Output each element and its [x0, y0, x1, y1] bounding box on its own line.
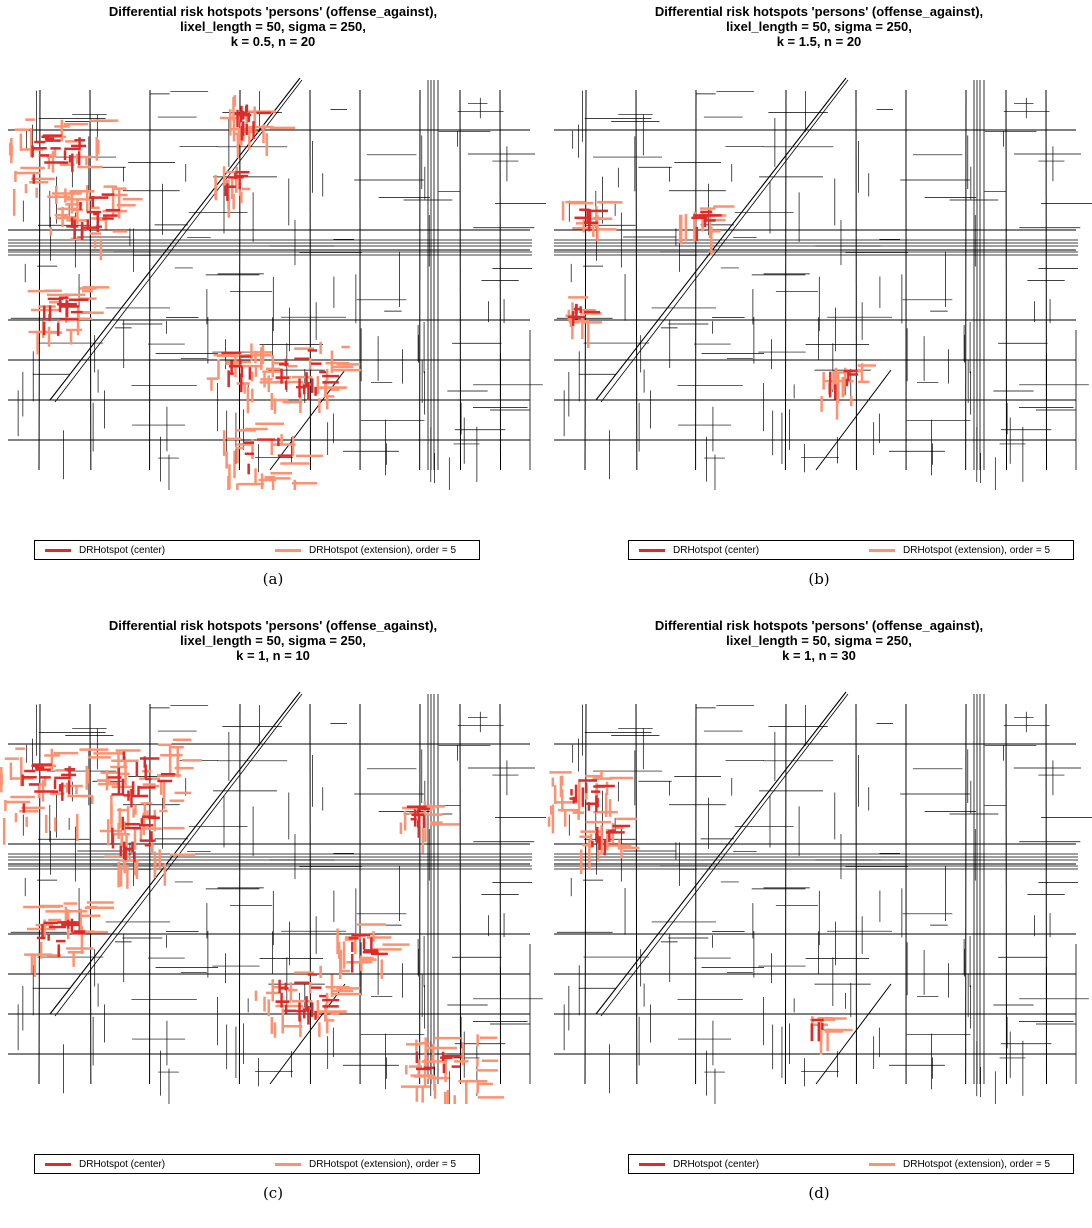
road-segment — [38, 703, 41, 1085]
legend: DRHotspot (center) DRHotspot (extension)… — [628, 1154, 1074, 1174]
road-segment — [499, 703, 502, 1085]
legend-extension: DRHotspot (extension), order = 5 — [869, 1155, 1050, 1173]
title-line-1: Differential risk hotspots 'persons' (of… — [654, 4, 984, 19]
legend-extension: DRHotspot (extension), order = 5 — [869, 541, 1050, 559]
diagonal-road — [49, 691, 301, 1015]
road-segment — [584, 703, 587, 1085]
road-segment — [635, 703, 638, 1085]
road-segment — [38, 89, 41, 471]
panel-a: Differential risk hotspots 'persons' (of… — [0, 0, 546, 614]
panel-title: Differential risk hotspots 'persons' (of… — [0, 4, 546, 49]
road-segment — [459, 703, 462, 1085]
legend: DRHotspot (center) DRHotspot (extension)… — [34, 1154, 480, 1174]
panel-b: Differential risk hotspots 'persons' (of… — [546, 0, 1092, 614]
panel-title: Differential risk hotspots 'persons' (of… — [546, 618, 1092, 663]
road-network-map[interactable] — [546, 684, 1092, 1104]
diagonal-road — [815, 983, 892, 1085]
road-segment — [635, 89, 638, 471]
diagonal-road — [54, 79, 303, 403]
title-line-2: lixel_length = 50, sigma = 250, — [726, 633, 912, 648]
legend-extension-swatch — [275, 1162, 301, 1166]
legend-center-label: DRHotspot (center) — [79, 544, 166, 556]
legend-center: DRHotspot (center) — [639, 1155, 759, 1173]
diagonal-road — [595, 77, 847, 401]
road-network-map[interactable] — [546, 70, 1092, 490]
diagonal-road — [600, 693, 849, 1017]
title-line-3: k = 0.5, n = 20 — [230, 34, 316, 49]
road-segment — [1045, 89, 1048, 471]
legend-center-swatch — [639, 548, 665, 552]
road-network-map[interactable] — [0, 70, 546, 490]
legend-center: DRHotspot (center) — [45, 541, 165, 559]
legend-center-swatch — [639, 1162, 665, 1166]
road-segment — [584, 89, 587, 471]
legend-extension: DRHotspot (extension), order = 5 — [275, 1155, 456, 1173]
title-line-2: lixel_length = 50, sigma = 250, — [180, 19, 366, 34]
road-segment — [459, 89, 462, 471]
road-segment — [784, 703, 787, 1085]
legend: DRHotspot (center) DRHotspot (extension)… — [628, 540, 1074, 560]
diagonal-road — [600, 79, 849, 403]
legend: DRHotspot (center) DRHotspot (extension)… — [34, 540, 480, 560]
title-line-2: lixel_length = 50, sigma = 250, — [180, 633, 366, 648]
panel-caption: (c) — [262, 1184, 284, 1202]
legend-center-label: DRHotspot (center) — [673, 544, 760, 556]
legend-extension-swatch — [869, 548, 895, 552]
legend-extension-swatch — [869, 1162, 895, 1166]
legend-extension-label: DRHotspot (extension), order = 5 — [309, 1158, 457, 1170]
road-segment — [238, 703, 241, 1085]
road-segment — [1045, 703, 1048, 1085]
panel-caption: (d) — [808, 1184, 830, 1202]
road-segment — [89, 89, 92, 471]
legend-extension-label: DRHotspot (extension), order = 5 — [903, 544, 1051, 556]
title-line-3: k = 1, n = 10 — [236, 648, 310, 663]
legend-extension-label: DRHotspot (extension), order = 5 — [309, 544, 457, 556]
road-segment — [499, 89, 502, 471]
legend-center: DRHotspot (center) — [639, 541, 759, 559]
legend-extension-swatch — [275, 548, 301, 552]
legend-center-label: DRHotspot (center) — [79, 1158, 166, 1170]
panel-caption: (b) — [808, 570, 830, 588]
panel-title: Differential risk hotspots 'persons' (of… — [546, 4, 1092, 49]
diagonal-road — [815, 369, 892, 471]
legend-center-label: DRHotspot (center) — [673, 1158, 760, 1170]
legend-extension: DRHotspot (extension), order = 5 — [275, 541, 456, 559]
panel-caption: (a) — [262, 570, 284, 588]
title-line-1: Differential risk hotspots 'persons' (of… — [108, 618, 438, 633]
diagonal-road — [49, 77, 301, 401]
legend-extension-label: DRHotspot (extension), order = 5 — [903, 1158, 1051, 1170]
road-segment — [784, 89, 787, 471]
legend-center-swatch — [45, 548, 71, 552]
road-segment — [1005, 89, 1008, 471]
road-segment — [89, 703, 92, 1085]
road-network-map[interactable] — [0, 684, 546, 1104]
title-line-3: k = 1, n = 30 — [782, 648, 856, 663]
legend-center-swatch — [45, 1162, 71, 1166]
road-segment — [1005, 703, 1008, 1085]
title-line-1: Differential risk hotspots 'persons' (of… — [108, 4, 438, 19]
panel-title: Differential risk hotspots 'persons' (of… — [0, 618, 546, 663]
legend-center: DRHotspot (center) — [45, 1155, 165, 1173]
panel-c: Differential risk hotspots 'persons' (of… — [0, 614, 546, 1228]
road-segment — [238, 89, 241, 471]
panel-d: Differential risk hotspots 'persons' (of… — [546, 614, 1092, 1228]
diagonal-road — [595, 691, 847, 1015]
title-line-2: lixel_length = 50, sigma = 250, — [726, 19, 912, 34]
title-line-1: Differential risk hotspots 'persons' (of… — [654, 618, 984, 633]
title-line-3: k = 1.5, n = 20 — [776, 34, 862, 49]
